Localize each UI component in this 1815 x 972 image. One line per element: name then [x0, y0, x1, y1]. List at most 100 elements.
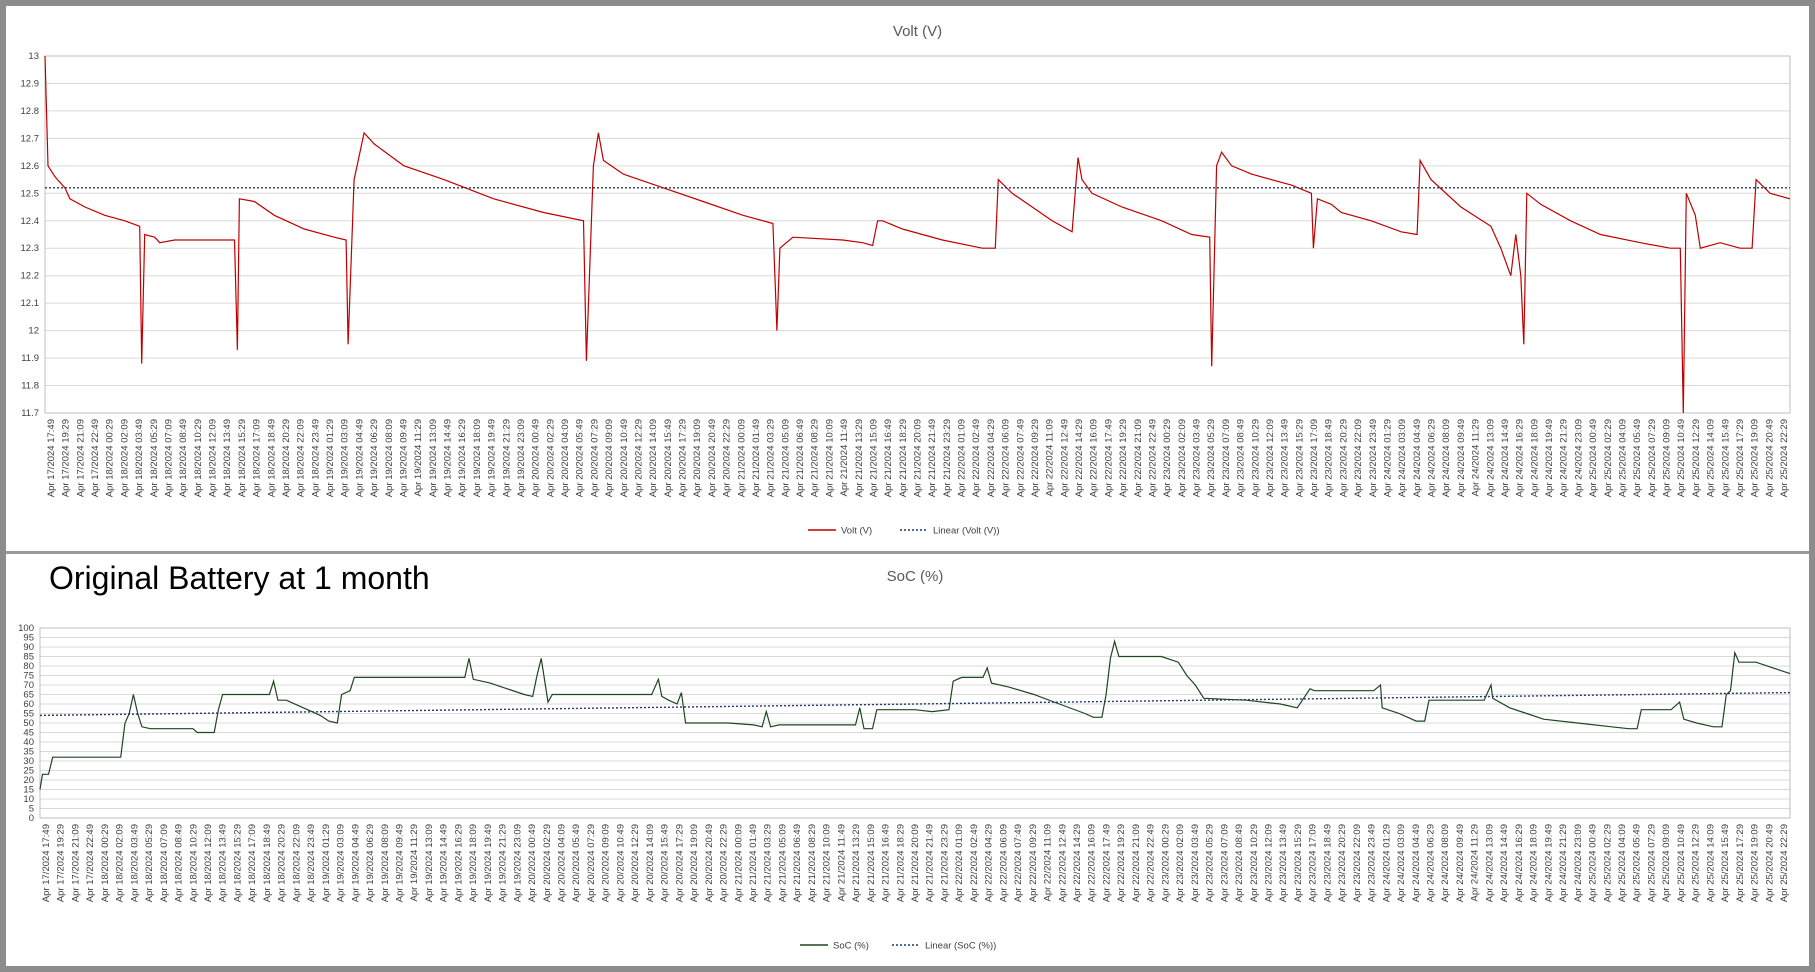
x-tick-label: Apr 19/2024 14:49: [443, 419, 454, 497]
x-tick-label: Apr 25/2024 22:29: [1779, 419, 1790, 497]
y-tick-label: 12: [28, 326, 39, 337]
chart-title: SoC (%): [887, 568, 944, 585]
x-tick-label: Apr 23/2024 22:09: [1353, 419, 1364, 497]
x-tick-label: Apr 19/2024 13:09: [424, 824, 435, 902]
x-tick-label: Apr 25/2024 19:09: [1750, 824, 1761, 902]
x-tick-label: Apr 18/2024 17:09: [252, 419, 263, 497]
x-tick-label: Apr 24/2024 04:49: [1411, 824, 1422, 902]
x-tick-label: Apr 23/2024 18:49: [1324, 419, 1335, 497]
x-tick-label: Apr 18/2024 12:09: [208, 419, 219, 497]
x-tick-label: Apr 25/2024 15:49: [1720, 824, 1731, 902]
x-tick-label: Apr 20/2024 14:09: [648, 419, 659, 497]
y-tick-label: 12.2: [21, 271, 40, 282]
x-tick-label: Apr 23/2024 23:49: [1367, 824, 1378, 902]
x-tick-label: Apr 20/2024 02:29: [542, 824, 553, 902]
y-tick-label: 45: [23, 728, 34, 739]
volt-chart: Volt (V) 11.7 11.8 11.9 12 12.1 12.2 12.3 12.4 12…: [21, 23, 1791, 537]
panel-divider: [6, 551, 1809, 554]
y-tick-label: 12.3: [21, 243, 40, 254]
x-tick-label: Apr 20/2024 05:49: [575, 419, 586, 497]
x-tick-label: Apr 22/2024 21:09: [1133, 419, 1144, 497]
x-tick-label: Apr 24/2024 11:29: [1471, 419, 1482, 496]
x-tick-label: Apr 20/2024 00:49: [527, 824, 538, 902]
x-tick-label: Apr 23/2024 00:29: [1160, 824, 1171, 902]
x-tick-label: Apr 22/2024 22:49: [1147, 419, 1158, 497]
x-tick-label: Apr 20/2024 19:09: [692, 419, 703, 497]
x-tick-label: Apr 19/2024 23:09: [512, 824, 523, 902]
x-tick-label: Apr 22/2024 06:09: [1001, 419, 1012, 497]
x-tick-label: Apr 23/2024 12:09: [1265, 419, 1276, 497]
x-tick-label: Apr 25/2024 15:49: [1720, 419, 1731, 497]
x-tick-label: Apr 24/2024 23:09: [1573, 824, 1584, 902]
x-tick-label: Apr 22/2024 16:09: [1087, 824, 1098, 902]
x-tick-label: Apr 22/2024 09:29: [1028, 824, 1039, 902]
x-tick-label: Apr 21/2024 03:29: [766, 419, 777, 497]
x-tick-label: Apr 17/2024 21:09: [70, 824, 81, 902]
x-tick-label: Apr 20/2024 22:29: [722, 419, 733, 497]
x-tick-label: Apr 23/2024 08:49: [1234, 824, 1245, 902]
x-tick-label: Apr 21/2024 13:29: [854, 419, 865, 497]
x-tick-label: Apr 24/2024 13:09: [1485, 419, 1496, 497]
x-tick-label: Apr 25/2024 22:29: [1779, 824, 1790, 902]
y-tick-label: 12.1: [21, 298, 40, 309]
x-tick-label: Apr 18/2024 13:49: [218, 824, 229, 902]
x-tick-label: Apr 24/2024 11:29: [1470, 824, 1481, 901]
legend-label: Volt (V): [841, 526, 872, 537]
x-tick-label: Apr 22/2024 19:29: [1116, 824, 1127, 902]
x-tick-label: Apr 25/2024 09:09: [1662, 419, 1673, 497]
x-tick-label: Apr 21/2024 15:09: [868, 419, 879, 497]
x-tick-label: Apr 18/2024 20:29: [281, 419, 292, 497]
x-tick-label: Apr 25/2024 10:49: [1676, 419, 1687, 497]
x-tick-label: Apr 17/2024 19:29: [61, 419, 72, 497]
x-tick-label: Apr 23/2024 13:49: [1280, 419, 1291, 497]
x-tick-label: Apr 23/2024 03:49: [1190, 824, 1201, 902]
y-tick-label: 15: [23, 785, 34, 796]
x-tick-label: Apr 22/2024 14:29: [1072, 824, 1083, 902]
x-tick-label: Apr 18/2024 23:49: [306, 824, 317, 902]
x-tick-label: Apr 25/2024 05:49: [1632, 824, 1643, 902]
x-tick-label: Apr 21/2024 10:09: [824, 419, 835, 497]
x-tick-label: Apr 22/2024 02:49: [969, 824, 980, 902]
x-tick-label: Apr 24/2024 23:09: [1573, 419, 1584, 497]
x-tick-label: Apr 17/2024 22:49: [90, 419, 101, 497]
x-tick-label: Apr 25/2024 12:29: [1691, 419, 1702, 497]
x-tick-label: Apr 22/2024 22:49: [1146, 824, 1157, 902]
chart-title: Volt (V): [893, 23, 942, 40]
x-tick-label: Apr 25/2024 07:29: [1646, 824, 1657, 902]
x-tick-label: Apr 22/2024 12:49: [1057, 824, 1068, 902]
x-tick-label: Apr 23/2024 07:09: [1219, 824, 1230, 902]
x-tick-label: Apr 22/2024 02:49: [971, 419, 982, 497]
x-tick-label: Apr 21/2024 18:29: [895, 824, 906, 902]
x-tick-label: Apr 24/2024 04:49: [1412, 419, 1423, 497]
x-tick-label: Apr 18/2024 07:09: [159, 824, 170, 902]
x-tick-label: Apr 24/2024 16:29: [1515, 419, 1526, 497]
x-tick-label: Apr 22/2024 11:09: [1043, 824, 1054, 901]
x-tick-label: Apr 20/2024 09:09: [604, 419, 615, 497]
y-tick-label: 90: [23, 642, 34, 653]
x-tick-label: Apr 20/2024 15:49: [663, 419, 674, 497]
x-tick-label: Apr 24/2024 18:09: [1529, 824, 1540, 902]
x-tick-label: Apr 19/2024 01:29: [325, 419, 336, 497]
x-tick-label: Apr 21/2024 05:09: [777, 824, 788, 902]
x-tick-label: Apr 18/2024 05:29: [149, 419, 160, 497]
x-tick-label: Apr 18/2024 02:09: [115, 824, 126, 902]
x-tick-label: Apr 23/2024 18:49: [1322, 824, 1333, 902]
x-tick-label: Apr 23/2024 02:09: [1177, 419, 1188, 497]
y-tick-label: 55: [23, 709, 34, 720]
y-tick-label: 12.6: [21, 161, 40, 172]
x-tick-label: Apr 19/2024 19:49: [483, 824, 494, 902]
x-tick-label: Apr 18/2024 00:29: [105, 419, 116, 497]
x-tick-label: Apr 20/2024 05:49: [571, 824, 582, 902]
x-tick-label: Apr 19/2024 11:29: [409, 824, 420, 901]
x-tick-label: Apr 20/2024 10:49: [619, 419, 630, 497]
x-tick-label: Apr 20/2024 20:49: [704, 824, 715, 902]
x-tick-label: Apr 18/2024 23:49: [310, 419, 321, 497]
x-tick-label: Apr 21/2024 20:09: [913, 419, 924, 497]
x-tick-label: Apr 24/2024 09:49: [1456, 419, 1467, 497]
x-tick-label: Apr 21/2024 03:29: [763, 824, 774, 902]
x-tick-label: Apr 23/2024 07:09: [1221, 419, 1232, 497]
x-tick-label: Apr 19/2024 03:09: [340, 419, 351, 497]
y-tick-label: 75: [23, 671, 34, 682]
x-tick-label: Apr 25/2024 00:49: [1588, 419, 1599, 497]
x-tick-label: Apr 23/2024 05:29: [1205, 824, 1216, 902]
